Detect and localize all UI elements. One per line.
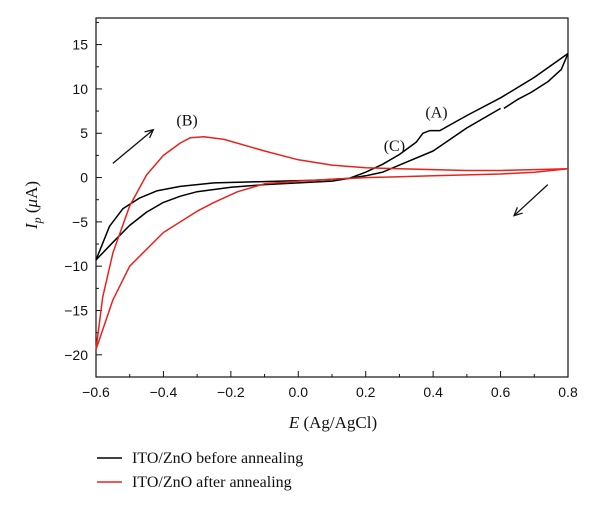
x-tick-label: −0.4: [150, 384, 178, 400]
y-tick-label: 0: [80, 170, 88, 186]
y-tick-label: −15: [64, 303, 88, 319]
y-tick-label: 10: [72, 81, 88, 97]
peak-annotation: (B): [176, 112, 197, 129]
plot-frame: [95, 17, 569, 378]
scan-direction-arrow: [112, 129, 154, 164]
y-axis-ticks: −20 −15 −10 −5 0 5 10 15: [64, 21, 102, 378]
series-layer: [95, 52, 569, 350]
y-tick-label: 15: [72, 37, 88, 53]
y-tick-label: −5: [72, 214, 88, 230]
x-tick-label: 0.8: [558, 384, 578, 400]
legend-label-before: ITO/ZnO before annealing: [132, 450, 303, 467]
series-after-annealing-line: [95, 167, 569, 350]
x-axis-ticks: −0.6 −0.4 −0.2 0.0 0.2 0.4 0.6 0.8: [82, 371, 578, 400]
y-tick-label: −20: [64, 347, 88, 363]
scan-direction-arrow: [513, 184, 549, 217]
y-axis-title: Ip (μA): [22, 181, 44, 230]
series-before-annealing-line: [95, 107, 501, 261]
x-axis-title: E (Ag/AgCl): [288, 413, 377, 432]
x-tick-label: 0.0: [289, 384, 309, 400]
arrow-head-icon: [144, 128, 155, 139]
series-after-annealing-line: [95, 136, 569, 350]
peak-annotation: (A): [425, 104, 447, 121]
y-tick-label: 5: [80, 125, 88, 141]
arrow-head-icon: [512, 207, 523, 217]
legend: ITO/ZnO before annealing ITO/ZnO after a…: [97, 450, 303, 491]
x-tick-label: −0.2: [217, 384, 245, 400]
peak-annotation: (C): [384, 138, 405, 155]
x-tick-label: 0.6: [491, 384, 511, 400]
legend-label-after: ITO/ZnO after annealing: [132, 474, 292, 491]
y-tick-label: −10: [64, 258, 88, 274]
series-before-annealing-line: [503, 53, 569, 110]
x-tick-label: −0.6: [82, 384, 110, 400]
x-tick-label: 0.4: [423, 384, 443, 400]
annotation-layer: (A) (B) (C): [112, 104, 549, 217]
plot-area: [95, 17, 569, 378]
series-before-annealing-line: [95, 52, 569, 261]
x-tick-label: 0.2: [356, 384, 376, 400]
